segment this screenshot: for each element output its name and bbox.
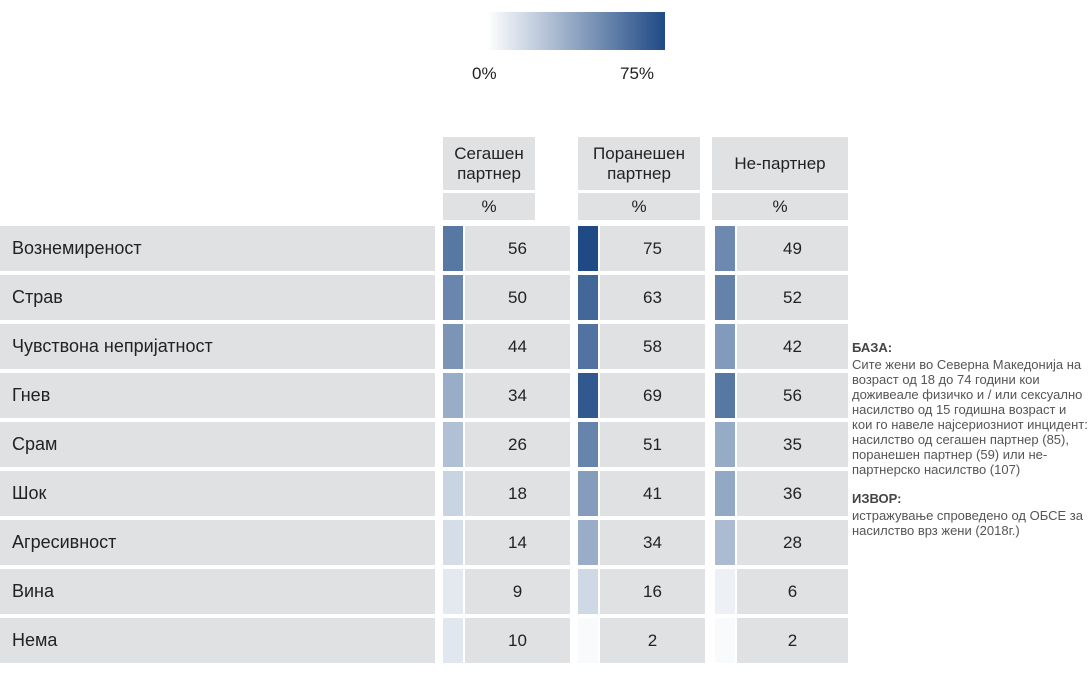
row-label: Агресивност	[0, 520, 435, 565]
source-title: ИЗВОР:	[852, 491, 902, 506]
value-cell: 14	[465, 520, 570, 565]
row-label: Срам	[0, 422, 435, 467]
base-text: Сите жени во Северна Македонија на возра…	[852, 357, 1088, 477]
column-header: Не-партнер	[712, 137, 848, 190]
heat-bar	[443, 324, 463, 369]
heat-bar	[578, 471, 598, 516]
value-cell: 69	[600, 373, 705, 418]
heat-bar	[715, 520, 735, 565]
value-cell: 52	[737, 275, 848, 320]
value-cell: 41	[600, 471, 705, 516]
value-cell: 63	[600, 275, 705, 320]
heat-bar	[443, 520, 463, 565]
base-title: БАЗА:	[852, 340, 893, 355]
row-label: Шок	[0, 471, 435, 516]
row-label: Чувствона непријатност	[0, 324, 435, 369]
value-cell: 51	[600, 422, 705, 467]
heat-bar	[443, 422, 463, 467]
value-cell: 75	[600, 226, 705, 271]
row-label: Вознемиреност	[0, 226, 435, 271]
unit-header: %	[443, 193, 535, 220]
unit-header: %	[578, 193, 700, 220]
heat-bar	[443, 471, 463, 516]
legend-gradient	[487, 12, 665, 50]
heat-bar	[578, 520, 598, 565]
legend-label: 75%	[620, 64, 655, 83]
heat-bar	[578, 618, 598, 663]
value-cell: 2	[600, 618, 705, 663]
value-cell: 50	[465, 275, 570, 320]
heat-bar	[443, 226, 463, 271]
row-label: Нема	[0, 618, 435, 663]
value-cell: 26	[465, 422, 570, 467]
notes: БАЗА: Сите жени во Северна Македонија на…	[852, 340, 1088, 552]
heat-bar	[443, 275, 463, 320]
value-cell: 49	[737, 226, 848, 271]
column-header: Сегашен партнер	[443, 137, 535, 190]
heat-bar	[578, 373, 598, 418]
unit-header: %	[712, 193, 848, 220]
heat-bar	[715, 471, 735, 516]
value-cell: 2	[737, 618, 848, 663]
heat-bar	[715, 275, 735, 320]
value-cell: 18	[465, 471, 570, 516]
value-cell: 58	[600, 324, 705, 369]
value-cell: 56	[737, 373, 848, 418]
heat-bar	[443, 569, 463, 614]
column-header: Поранешен партнер	[578, 137, 700, 190]
heat-bar	[443, 618, 463, 663]
value-cell: 9	[465, 569, 570, 614]
heat-bar	[443, 373, 463, 418]
heat-bar	[715, 324, 735, 369]
value-cell: 35	[737, 422, 848, 467]
source-text: истражување спроведено од ОБСЕ за насилс…	[852, 508, 1083, 538]
value-cell: 44	[465, 324, 570, 369]
value-cell: 16	[600, 569, 705, 614]
heat-bar	[578, 275, 598, 320]
heat-bar	[715, 618, 735, 663]
heat-bar	[715, 226, 735, 271]
value-cell: 10	[465, 618, 570, 663]
value-cell: 34	[600, 520, 705, 565]
row-label: Страв	[0, 275, 435, 320]
heat-bar	[578, 569, 598, 614]
value-cell: 34	[465, 373, 570, 418]
value-cell: 56	[465, 226, 570, 271]
value-cell: 42	[737, 324, 848, 369]
heat-bar	[715, 422, 735, 467]
row-label: Гнев	[0, 373, 435, 418]
value-cell: 6	[737, 569, 848, 614]
legend-label: 0%	[472, 64, 497, 83]
heat-bar	[578, 226, 598, 271]
row-label: Вина	[0, 569, 435, 614]
heat-bar	[715, 569, 735, 614]
heat-bar	[578, 422, 598, 467]
value-cell: 36	[737, 471, 848, 516]
heat-bar	[715, 373, 735, 418]
heat-bar	[578, 324, 598, 369]
value-cell: 28	[737, 520, 848, 565]
